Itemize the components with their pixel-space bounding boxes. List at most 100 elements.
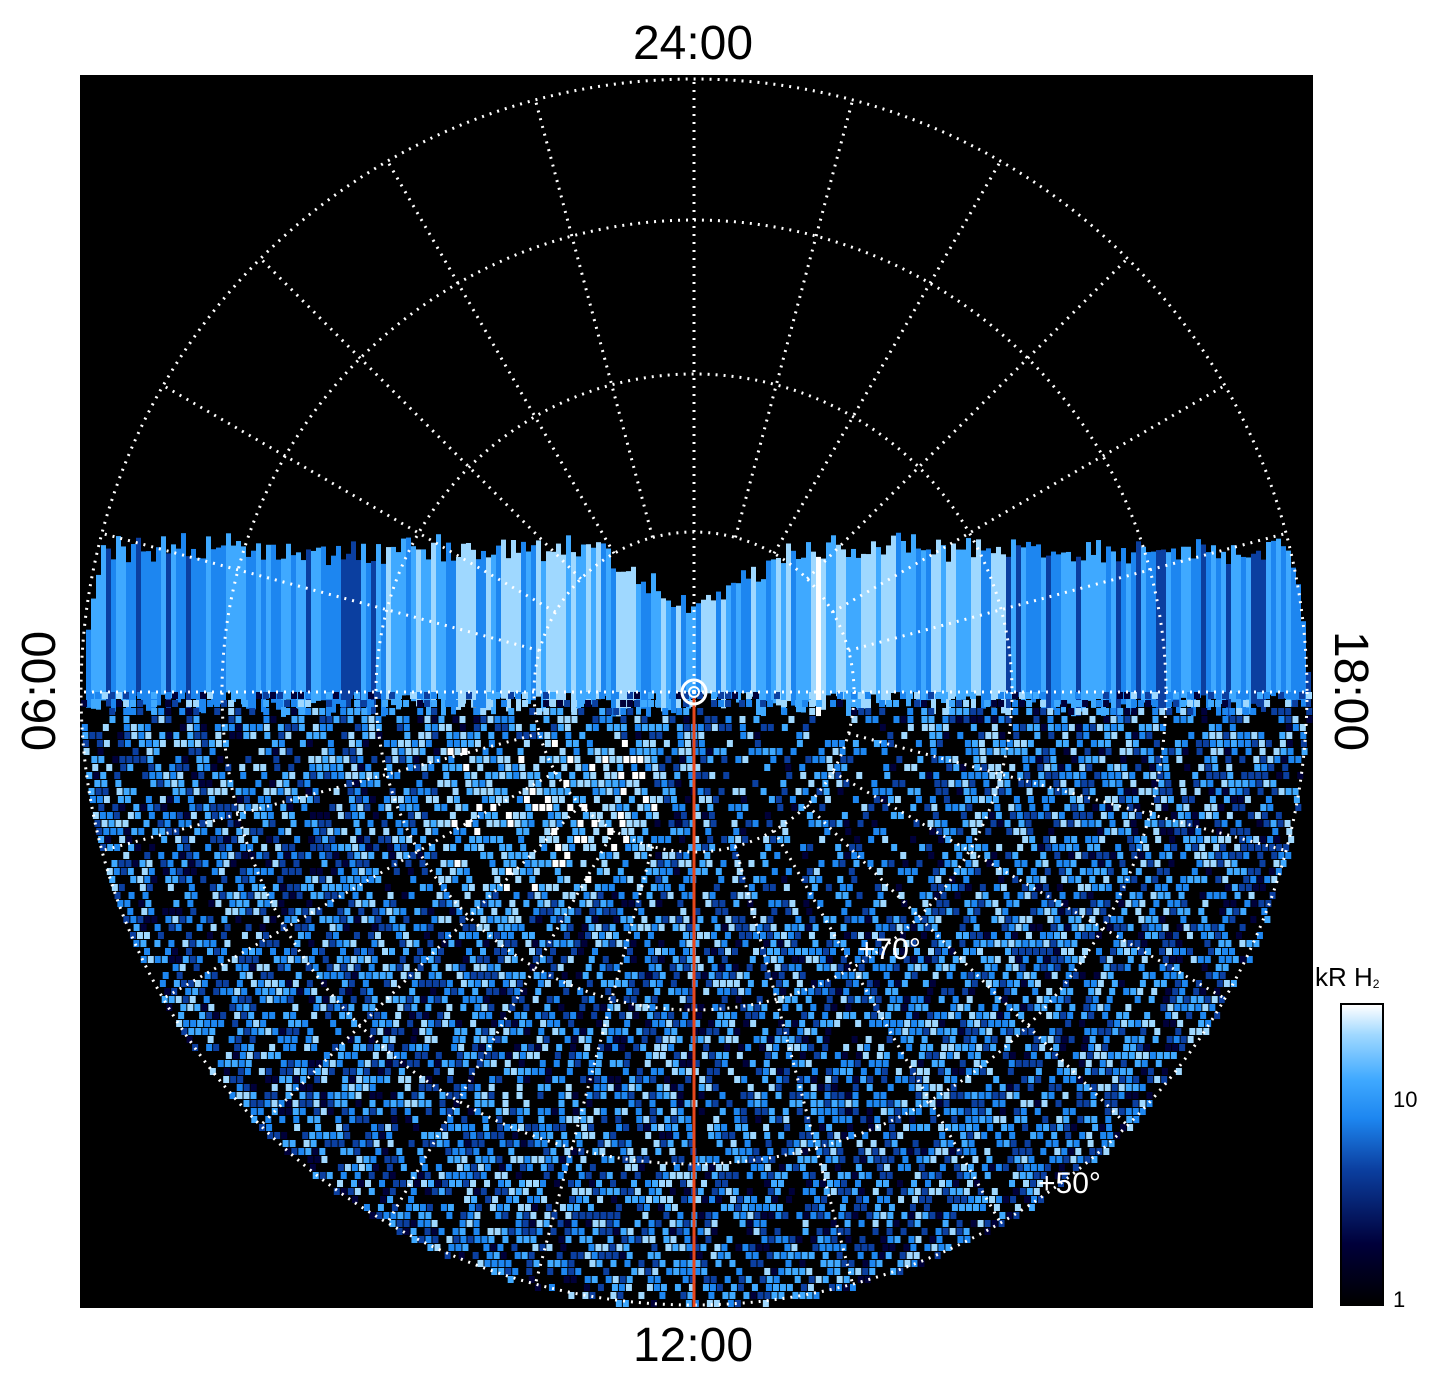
heatmap-cell [405, 1076, 412, 1083]
heatmap-cell [837, 700, 844, 707]
heatmap-cell [185, 932, 192, 939]
heatmap-streak [1086, 542, 1091, 701]
heatmap-cell [535, 1012, 542, 1019]
heatmap-cell [1000, 1028, 1007, 1035]
heatmap-cell [365, 868, 372, 875]
heatmap-cell [354, 692, 360, 699]
heatmap-cell [673, 972, 680, 979]
heatmap-cell [337, 1052, 344, 1059]
heatmap-cell [1159, 724, 1166, 731]
heatmap-cell [579, 828, 586, 835]
heatmap-cell [634, 700, 641, 707]
heatmap-cell [340, 916, 347, 923]
heatmap-cell [1100, 1052, 1107, 1059]
heatmap-cell [1198, 1020, 1205, 1027]
heatmap-cell [89, 796, 96, 803]
heatmap-cell [1297, 772, 1304, 779]
heatmap-cell [1026, 724, 1033, 731]
heatmap-cell [496, 748, 503, 755]
heatmap-cell [1061, 876, 1068, 883]
heatmap-cell [1147, 748, 1154, 755]
heatmap-cell [732, 948, 739, 955]
heatmap-cell [509, 1004, 516, 1011]
heatmap-cell [962, 820, 969, 827]
heatmap-cell [1002, 908, 1009, 915]
heatmap-cell [1264, 916, 1271, 923]
heatmap-cell [1204, 924, 1211, 931]
heatmap-cell [263, 964, 270, 971]
heatmap-cell [787, 932, 794, 939]
heatmap-cell [1100, 972, 1107, 979]
heatmap-cell [241, 932, 248, 939]
heatmap-cell [324, 772, 331, 779]
heatmap-cell [698, 740, 705, 747]
heatmap-cell [288, 868, 295, 875]
heatmap-cell [713, 1068, 720, 1075]
heatmap-cell [1046, 932, 1053, 939]
heatmap-cell [585, 964, 592, 971]
heatmap-cell [1117, 916, 1124, 923]
heatmap-streak [816, 556, 821, 717]
heatmap-cell [1000, 884, 1007, 891]
heatmap-cell [431, 700, 438, 707]
heatmap-cell [1142, 1020, 1149, 1027]
heatmap-cell [990, 988, 997, 995]
heatmap-cell [571, 1036, 578, 1043]
heatmap-cell [1057, 924, 1064, 931]
heatmap-cell [1011, 988, 1018, 995]
heatmap-cell [1068, 724, 1075, 731]
heatmap-cell [1200, 780, 1207, 787]
heatmap-cell [1195, 740, 1202, 747]
heatmap-cell [176, 908, 183, 915]
heatmap-cell [569, 772, 576, 779]
heatmap-cell [840, 956, 847, 963]
heatmap-cell [476, 804, 483, 811]
heatmap-cell [784, 836, 791, 843]
heatmap-cell [421, 908, 428, 915]
heatmap-cell [167, 860, 174, 867]
heatmap-cell [1078, 804, 1085, 811]
heatmap-cell [273, 996, 280, 1003]
heatmap-cell [480, 1036, 487, 1043]
heatmap-cell [1007, 1068, 1014, 1075]
heatmap-cell [1123, 820, 1130, 827]
heatmap-streak [436, 534, 441, 694]
heatmap-cell [1069, 796, 1076, 803]
heatmap-cell [1051, 1052, 1058, 1059]
heatmap-cell [1065, 908, 1072, 915]
heatmap-cell [788, 1036, 795, 1043]
heatmap-cell [776, 1076, 783, 1083]
heatmap-cell [551, 732, 558, 739]
heatmap-cell [701, 972, 708, 979]
heatmap-cell [336, 940, 343, 947]
heatmap-cell [177, 844, 184, 851]
heatmap-cell [553, 836, 560, 843]
heatmap-cell [1172, 1012, 1179, 1019]
heatmap-cell [967, 1052, 974, 1059]
heatmap-cell [969, 780, 976, 787]
heatmap-cell [298, 692, 304, 699]
heatmap-cell [523, 732, 530, 739]
heatmap-cell [880, 796, 887, 803]
heatmap-cell [634, 716, 641, 723]
heatmap-cell [469, 836, 476, 843]
heatmap-cell [908, 1004, 915, 1011]
heatmap-cell [904, 868, 911, 875]
heatmap-cell [483, 924, 490, 931]
heatmap-cell [392, 836, 399, 843]
heatmap-cell [157, 932, 164, 939]
heatmap-cell [841, 972, 848, 979]
heatmap-cell [446, 732, 453, 739]
heatmap-cell [456, 908, 463, 915]
heatmap-cell [722, 908, 729, 915]
heatmap-cell [460, 828, 467, 835]
heatmap-cell [1244, 900, 1251, 907]
heatmap-cell [899, 780, 906, 787]
heatmap-cell [284, 852, 291, 859]
heatmap-cell [178, 820, 185, 827]
heatmap-cell [903, 956, 910, 963]
heatmap-cell [836, 820, 843, 827]
heatmap-cell [266, 940, 273, 947]
heatmap-cell [683, 916, 690, 923]
heatmap-cell [1092, 804, 1099, 811]
